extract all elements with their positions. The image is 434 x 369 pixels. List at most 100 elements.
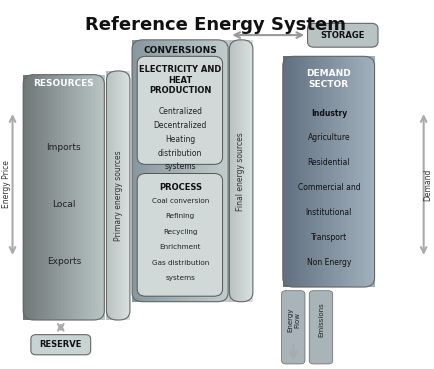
Bar — [66, 75, 67, 320]
Bar — [88, 75, 90, 320]
Bar — [115, 71, 116, 320]
Bar — [233, 40, 234, 302]
Bar — [124, 71, 125, 320]
Text: Transport: Transport — [311, 233, 347, 242]
Bar — [80, 75, 82, 320]
Bar — [197, 40, 200, 302]
Bar — [371, 56, 373, 287]
Bar — [307, 56, 309, 287]
Bar — [347, 56, 349, 287]
Bar — [238, 40, 239, 302]
Text: Industry: Industry — [311, 108, 347, 118]
Bar — [168, 40, 171, 302]
Bar — [237, 40, 238, 302]
Bar — [123, 71, 124, 320]
Bar — [108, 71, 109, 320]
Bar — [251, 40, 252, 302]
Bar — [86, 75, 89, 320]
Bar — [106, 71, 107, 320]
Bar — [220, 40, 223, 302]
Text: Reference Energy System: Reference Energy System — [85, 16, 346, 34]
Bar — [332, 56, 335, 287]
Bar — [207, 40, 209, 302]
Bar — [241, 40, 242, 302]
Bar — [215, 40, 217, 302]
Bar — [352, 56, 355, 287]
Bar — [325, 56, 327, 287]
Text: RESOURCES: RESOURCES — [33, 79, 94, 88]
Bar — [26, 75, 29, 320]
Bar — [128, 71, 129, 320]
Bar — [64, 75, 66, 320]
Text: RESERVE: RESERVE — [39, 340, 82, 349]
Bar — [25, 75, 27, 320]
Bar — [232, 40, 233, 302]
Bar — [129, 71, 130, 320]
Bar — [41, 75, 43, 320]
Bar — [178, 40, 181, 302]
FancyBboxPatch shape — [137, 173, 223, 296]
Text: Agriculture: Agriculture — [308, 134, 350, 142]
Bar — [358, 56, 360, 287]
Bar — [194, 40, 196, 302]
Bar — [288, 56, 290, 287]
Bar — [250, 40, 251, 302]
Bar — [312, 56, 314, 287]
Bar — [118, 71, 119, 320]
Bar — [250, 40, 251, 302]
Bar — [53, 75, 54, 320]
Bar — [114, 71, 115, 320]
Bar — [23, 75, 25, 320]
Bar — [321, 56, 324, 287]
Bar — [203, 40, 205, 302]
Bar — [111, 71, 112, 320]
Bar — [243, 40, 244, 302]
Bar — [125, 71, 126, 320]
Bar — [114, 71, 115, 320]
Bar — [129, 71, 130, 320]
Bar — [360, 56, 362, 287]
Bar — [305, 56, 307, 287]
Text: CONVERSIONS: CONVERSIONS — [143, 46, 217, 55]
Bar — [244, 40, 245, 302]
Bar — [122, 71, 123, 320]
Text: Recycling: Recycling — [163, 229, 197, 235]
Bar — [329, 56, 331, 287]
Text: Local: Local — [52, 200, 76, 209]
Text: Commercial and: Commercial and — [298, 183, 360, 192]
Bar — [356, 56, 358, 287]
Bar — [116, 71, 117, 320]
Bar — [251, 40, 253, 302]
Bar — [182, 40, 184, 302]
Bar — [99, 75, 102, 320]
Bar — [195, 40, 198, 302]
Bar — [141, 40, 144, 302]
Bar — [252, 40, 253, 302]
Bar — [246, 40, 247, 302]
Bar — [108, 71, 109, 320]
Bar — [155, 40, 158, 302]
Bar — [226, 40, 229, 302]
Bar — [110, 71, 111, 320]
Bar — [323, 56, 326, 287]
Bar — [234, 40, 235, 302]
Text: STORAGE: STORAGE — [320, 31, 365, 39]
Bar — [48, 75, 49, 320]
Bar — [121, 71, 122, 320]
Bar — [109, 71, 110, 320]
Bar — [362, 56, 364, 287]
Bar — [43, 75, 45, 320]
Text: distribution: distribution — [158, 148, 203, 158]
Bar — [286, 56, 289, 287]
Bar — [85, 75, 87, 320]
Bar — [331, 56, 333, 287]
Bar — [90, 75, 92, 320]
Bar — [127, 71, 128, 320]
Bar — [35, 75, 36, 320]
Bar — [245, 40, 246, 302]
Bar — [96, 75, 98, 320]
Bar — [60, 75, 62, 320]
Bar — [297, 56, 300, 287]
Bar — [69, 75, 71, 320]
Bar — [136, 40, 138, 302]
